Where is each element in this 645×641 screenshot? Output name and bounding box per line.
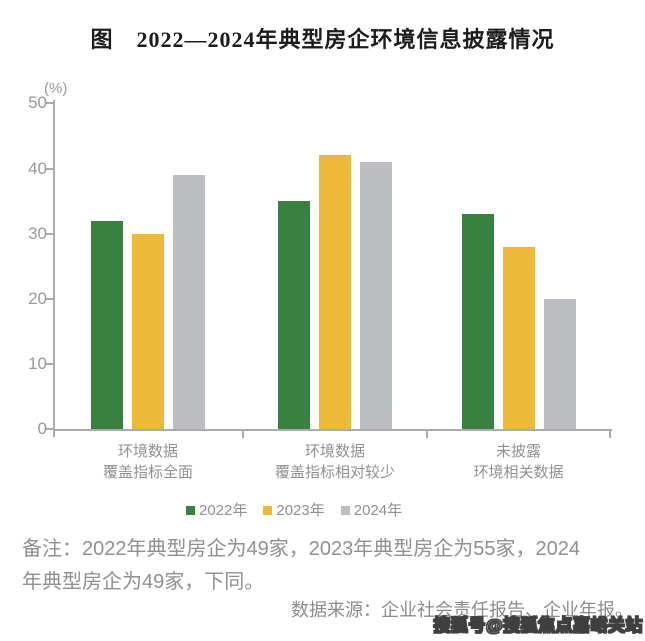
y-tick-label: 40 — [28, 158, 47, 178]
legend-item: 2024年 — [340, 502, 403, 519]
y-axis-unit-label: (%) — [44, 80, 68, 97]
bar — [543, 298, 576, 429]
legend-swatch — [263, 506, 273, 515]
bar — [91, 220, 123, 429]
x-category-label-line: 覆盖指标全面 — [102, 464, 193, 481]
legend-item: 2023年 — [263, 502, 325, 519]
y-tick-label: 10 — [28, 353, 47, 373]
x-tick — [426, 429, 428, 438]
bar — [278, 201, 310, 429]
note-text: 备注：2022年典型房企为49家，2023年典型房企为55家，2024 年典型房… — [22, 533, 627, 599]
bar — [502, 246, 535, 429]
legend-label: 2024年 — [353, 502, 403, 519]
bar — [360, 162, 392, 429]
bar — [132, 233, 164, 429]
x-category-label-line: 环境数据 — [117, 443, 178, 460]
legend-item: 2022年 — [186, 503, 247, 518]
y-tick-label: 20 — [28, 288, 47, 308]
chart-title: 图 2022—2024年典型房企环境信息披露情况 — [90, 27, 555, 52]
bar — [173, 175, 205, 429]
legend-label: 2022年 — [199, 502, 248, 519]
y-tick — [46, 362, 53, 365]
y-tick — [46, 167, 53, 170]
bar-chart: 0 10 20 30 40 50 (%) 环境数据 覆盖指标全面 环境数据 覆盖指标相对较少 未披露环… — [28, 80, 612, 483]
x-category-label-line: 环境相关数据 — [473, 464, 564, 481]
y-tick — [46, 428, 53, 430]
x-tick — [609, 429, 611, 438]
x-category-label: 环境数据覆盖指标相对较少 — [245, 441, 425, 483]
y-tick-label: 50 — [28, 93, 47, 113]
legend-swatch — [340, 506, 350, 515]
bar — [319, 155, 351, 429]
note-line: 备注：2022年典型房企为49家，2023年典型房企为55家，2024 — [22, 538, 580, 560]
x-category-label-line: 环境数据 — [304, 443, 365, 460]
note-line: 年典型房企为49家，下同。 — [22, 571, 265, 593]
data-source-text: 数据来源：企业社会责任报告、企业年报。 — [291, 600, 633, 620]
x-category-label: 环境数据覆盖指标全面 — [58, 441, 238, 483]
y-axis-line — [53, 100, 55, 437]
y-tick — [46, 102, 53, 105]
watermark-text: 搜狐号@搜狐焦点嘉峪关站 — [433, 616, 643, 636]
x-tick — [242, 429, 244, 438]
legend-label: 2023年 — [276, 502, 325, 519]
x-category-label-line: 覆盖指标相对较少 — [274, 464, 395, 481]
chart-legend: 2022年 2023年 2024年 — [186, 503, 402, 518]
y-tick-label: 0 — [37, 419, 47, 438]
x-category-label: 未披露 环境相关数据 — [429, 441, 609, 483]
y-tick — [46, 232, 53, 235]
y-tick-label: 30 — [28, 223, 47, 243]
x-axis-line — [53, 429, 612, 431]
bar — [461, 214, 494, 429]
y-tick — [46, 297, 53, 300]
legend-swatch — [186, 506, 195, 515]
x-category-label-line: 未披露 — [495, 443, 541, 460]
